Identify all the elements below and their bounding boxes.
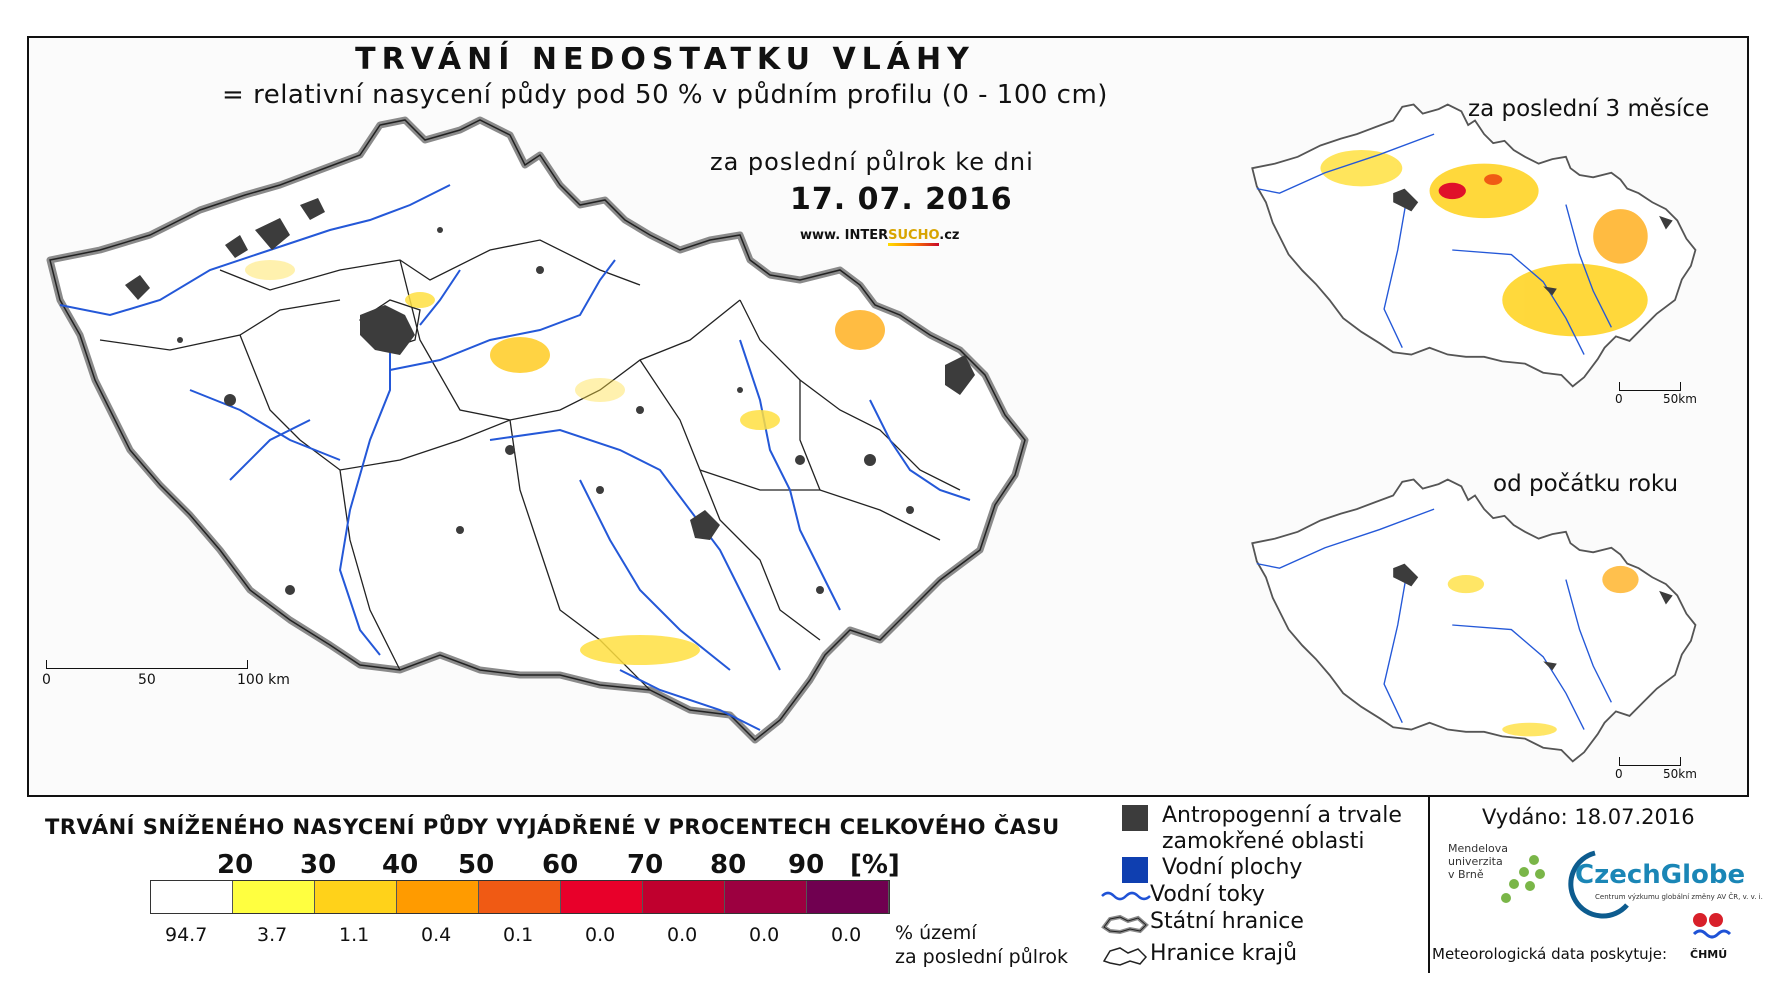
legend-swatch-8 [807,881,889,913]
percent-value: 94.7 [165,924,208,946]
website-link[interactable]: www. INTERSUCHO.cz [800,228,959,246]
unit-label: [%] [850,850,900,880]
legend-swatch-6 [643,881,725,913]
percent-caption-period: za poslední půlrok [895,946,1069,968]
czechglobe-logo-icon [1568,850,1629,919]
issued-date: Vydáno: 18.07.2016 [1482,805,1695,829]
legend-title: TRVÁNÍ SNÍŽENÉHO NASYCENÍ PŮDY VYJÁDŘENÉ… [45,815,1060,839]
water-body-swatch-icon [1122,857,1148,883]
legend-swatch-2 [315,881,397,913]
class-break: 40 [382,850,419,880]
class-break: 90 [788,850,825,880]
class-break: 70 [627,850,664,880]
key-region-border: Hranice krajů [1102,941,1297,967]
inset-map-year [1251,478,1697,763]
percent-value: 1.1 [339,924,370,946]
main-map [46,116,1029,744]
meteo-credit: Meteorologická data poskytuje: [1432,945,1668,963]
class-break: 20 [217,850,254,880]
class-break: 60 [542,850,579,880]
river-line-icon [1101,891,1151,901]
drought-patches [245,260,885,665]
legend-divider [1428,795,1430,973]
date-label: 17. 07. 2016 [790,182,1013,217]
legend-swatch-7 [725,881,807,913]
chmu-logo-icon [1692,913,1732,939]
legend-swatch-4 [479,881,561,913]
region-border-icon [1102,947,1148,966]
czechglobe-name: CzechGlobe [1575,860,1746,890]
page-subtitle: = relativní nasycení půdy pod 50 % v půd… [222,80,1108,110]
legend-swatch-5 [561,881,643,913]
percent-value: 0.0 [749,924,780,946]
percent-value: 0.0 [585,924,616,946]
key-anthropogenic: Antropogenní a trvale zamokřené oblasti [1122,803,1422,855]
page-title: TRVÁNÍ NEDOSTATKU VLÁHY [355,42,975,77]
percent-caption: % území [895,922,977,944]
rivers [59,184,971,731]
inset2-label: od počátku roku [1493,471,1679,497]
key-rivers: Vodní toky [1101,882,1265,908]
class-break: 80 [710,850,747,880]
anthropogenic-areas [125,198,975,595]
inset-map-3-months [1251,103,1697,388]
percent-value: 0.4 [421,924,452,946]
anthropogenic-swatch-icon [1122,805,1148,831]
percent-value: 0.0 [667,924,698,946]
key-state-border: Státní hranice [1101,909,1304,935]
legend-swatch-0 [151,881,233,913]
color-scale [150,880,890,914]
state-border-icon [1101,914,1149,935]
class-break: 50 [458,850,495,880]
percent-value: 0.0 [831,924,862,946]
legend-swatch-3 [397,881,479,913]
percent-value: 0.1 [503,924,534,946]
mendel-dots-icon [1501,855,1545,903]
legend-swatch-1 [233,881,315,913]
chmu-label: ČHMÚ [1690,948,1728,961]
period-label: za poslední půlrok ke dni [710,148,1034,176]
class-break: 30 [300,850,337,880]
percent-value: 3.7 [257,924,288,946]
inset1-label: za poslední 3 měsíce [1468,96,1710,122]
czechglobe-subtitle: Centrum výzkumu globální změny AV ČR, v.… [1595,893,1763,901]
key-water-bodies: Vodní plochy [1122,855,1302,883]
country-border [49,119,1026,742]
mendel-logo: Mendelova univerzita v Brně [1448,842,1545,903]
